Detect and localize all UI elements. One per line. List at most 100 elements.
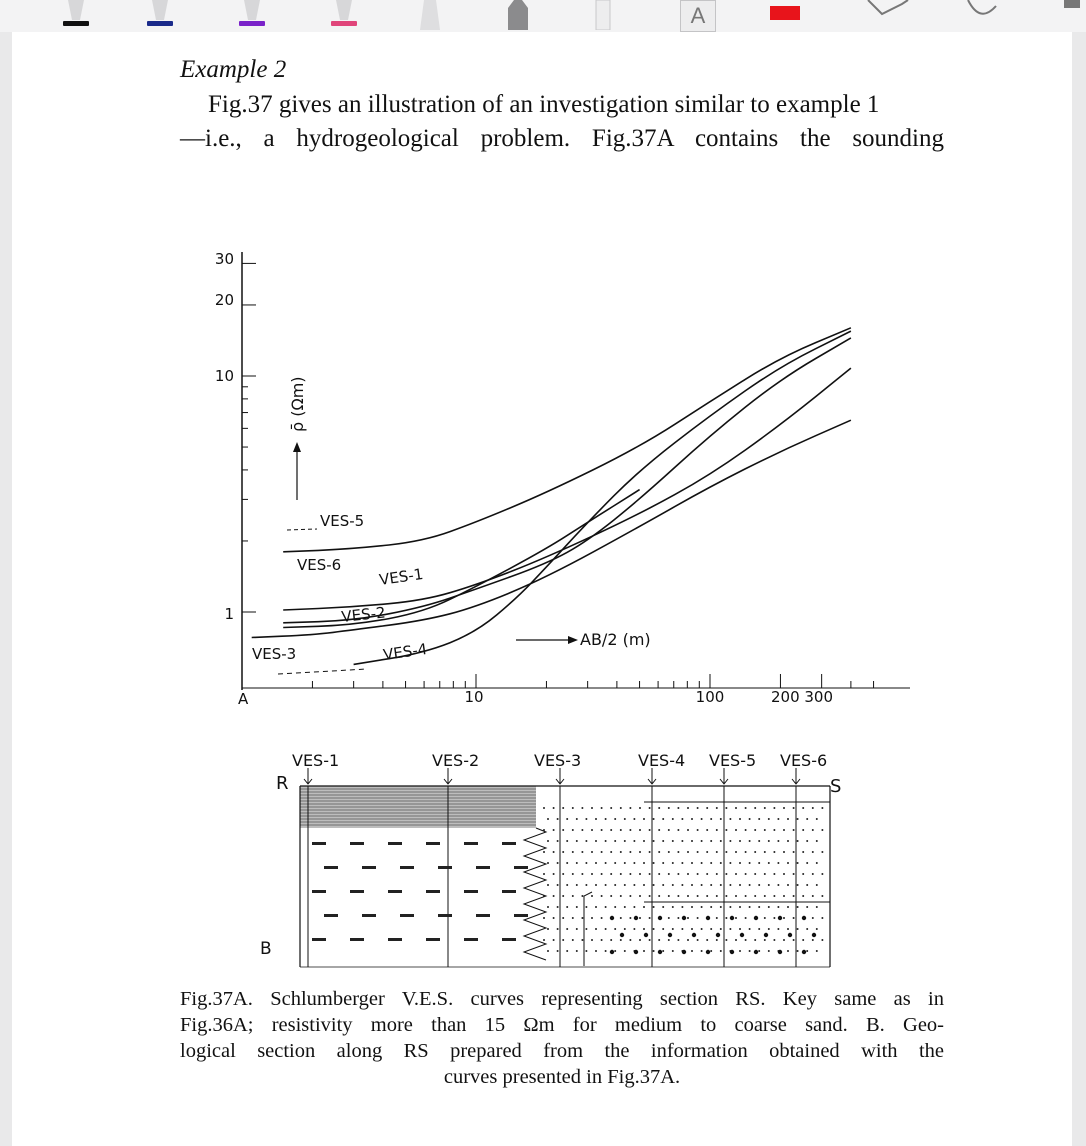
sand-dot [643,818,645,820]
gravel-dot [811,932,817,938]
pencil-tool[interactable] [410,0,450,30]
sand-dot [643,884,645,886]
gravel-dot [691,932,697,938]
sand-dot [773,873,776,875]
geological-section: VES-1 VES-2 VES-3 VES-4 VES-5 VES-6 R S … [260,751,841,968]
sand-dot [735,917,737,919]
sand-dot [681,818,684,820]
sand-dot [806,906,809,908]
menu-icon[interactable] [1058,0,1086,30]
sand-dot [591,851,593,853]
sand-dot [815,818,818,820]
ruler-icon[interactable] [960,0,1010,30]
curve-label-ves-6: VES-6 [297,556,341,574]
sand-dot [710,818,713,820]
sand-dot [552,917,555,919]
sand-dot [796,840,799,842]
sand-dot [792,829,795,831]
sand-dot [648,873,651,875]
sand-dot [591,829,593,831]
sand-dot [754,807,757,809]
sand-dot [773,829,776,831]
curve-ves-6 [283,367,852,611]
sand-dot [725,807,728,809]
sand-dot [639,807,641,809]
sand-dot [571,829,574,831]
gravel-dot [763,932,769,938]
clay-dash [514,914,528,917]
sand-dot [777,928,780,930]
sand-dot [700,928,703,930]
sand-dot [821,873,824,875]
sand-dot [610,939,613,941]
sand-dot [687,807,689,809]
black-pen-tool[interactable] [56,0,96,30]
sand-dot [802,873,805,875]
sand-dot [710,884,713,886]
sand-dot [787,818,789,820]
sand-dot [604,818,607,820]
sand-dot [715,851,718,853]
sand-dot [629,829,632,831]
sand-dot [614,884,617,886]
sand-dot [691,818,693,820]
sand-dot [575,928,578,930]
sand-dot [585,906,588,908]
sand-dot [815,928,818,930]
sand-dot [562,873,565,875]
lasso-icon[interactable] [862,0,912,30]
sand-dot [811,939,814,941]
sand-dot [639,829,641,831]
sand-dot [585,862,588,864]
sand-dot [566,884,569,886]
sand-dot [767,884,770,886]
sand-dot [623,818,626,820]
sand-dot [552,829,555,831]
sand-dot [696,917,699,919]
sand-dot [729,884,732,886]
ves-label-5: VES-5 [709,751,756,770]
sand-dot [783,939,785,941]
eraser-tool[interactable] [584,0,624,30]
purple-pen-tool[interactable] [232,0,272,30]
sand-dot [681,884,684,886]
sand-dot [658,829,661,831]
clay-dash [464,938,478,941]
x-axis-label-text: AB/2 (m) [580,630,651,649]
pink-pen-tool[interactable] [324,0,364,30]
sand-dot [547,950,549,952]
sand-dot [783,895,785,897]
curve-label-ves-5: VES-5 [320,512,364,530]
sand-dot [821,807,824,809]
sand-dot [581,851,584,853]
text-tool[interactable]: A [680,0,716,32]
gravel-dot [777,915,783,921]
sand-dot [575,862,578,864]
facies-boundary [522,827,548,961]
sand-dot [623,884,626,886]
sand-dot [739,906,741,908]
sand-dot [652,862,655,864]
sand-dot [773,895,776,897]
sand-dot [815,840,818,842]
gravel-dot [753,949,759,955]
marker-tool[interactable] [498,0,538,30]
sand-dot [543,807,545,809]
y-axis-ticks [242,262,256,613]
sand-dot [763,807,766,809]
red-marker-tool[interactable] [766,0,806,30]
sand-dot [719,906,722,908]
sand-dot [710,840,713,842]
sand-dot [792,807,795,809]
sand-dot [562,851,565,853]
clay-dash [476,914,490,917]
sand-dot [763,939,766,941]
gravel-dot [657,915,663,921]
sand-dot [763,873,766,875]
sand-dot [796,862,799,864]
blue-pen-tool[interactable] [140,0,180,30]
sand-dot [754,895,757,897]
sand-dot [543,939,545,941]
sand-dot [735,939,737,941]
sand-dot [773,807,776,809]
